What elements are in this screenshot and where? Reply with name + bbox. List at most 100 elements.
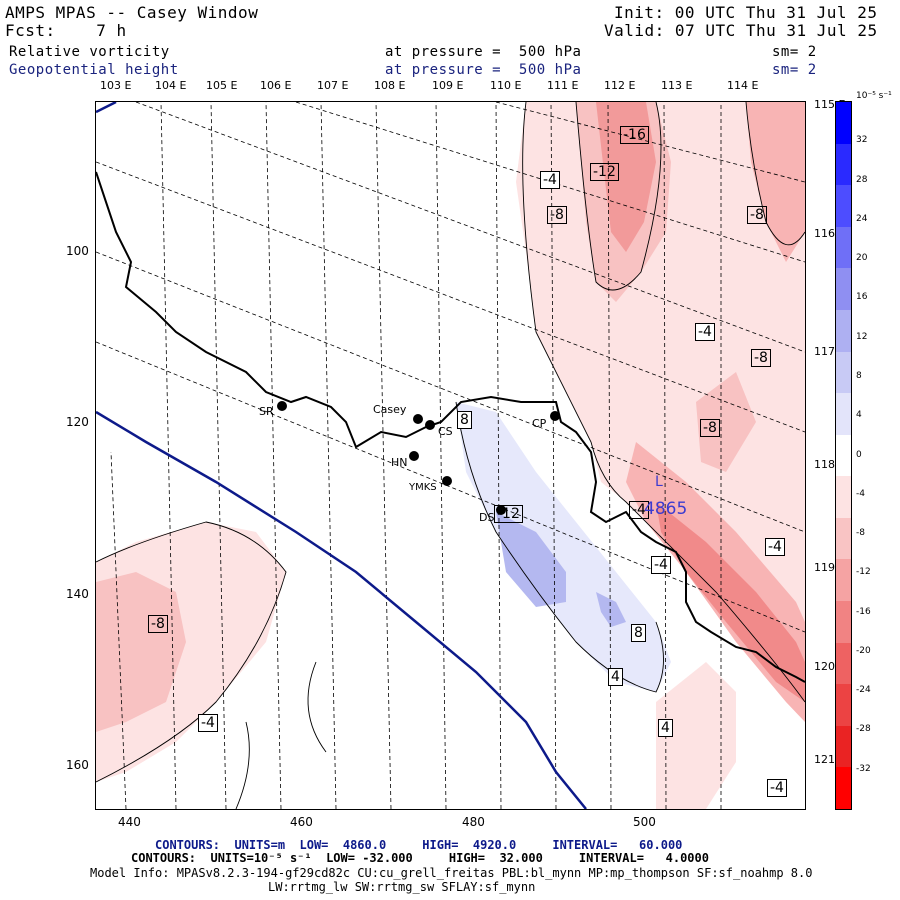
colorbar-tick-label: -24 [856, 685, 871, 696]
x-tick-label: 480 [462, 815, 485, 829]
contour-label: -12 [494, 505, 523, 523]
field1-name: Relative vorticity [9, 44, 170, 60]
app-title: AMPS MPAS -- Casey Window [5, 3, 259, 22]
station-label-ymks: YMKS [409, 482, 437, 493]
lon-label: 107 E [317, 79, 349, 92]
station-label-cs: CS [438, 425, 453, 438]
field1-level: at pressure = 500 hPa [385, 44, 582, 60]
field1-smoothing: sm= 2 [772, 44, 817, 60]
lon-label: 103 E [100, 79, 132, 92]
contour-label: 8 [457, 411, 472, 429]
contour-label: -4 [198, 714, 218, 732]
colorbar-tick-label: 12 [856, 331, 868, 342]
station-label-hn: HN [391, 456, 408, 469]
contour-label: -4 [540, 171, 560, 189]
colorbar-segment [836, 102, 851, 145]
lon-label: 111 E [547, 79, 579, 92]
colorbar-segment [836, 393, 851, 436]
x-tick-label: 440 [118, 815, 141, 829]
contour-label: -4 [695, 323, 715, 341]
negative-vorticity-shading [96, 102, 805, 809]
height-value-label: 4865 [644, 499, 688, 519]
colorbar-tick-label: 0 [856, 449, 862, 460]
station-dot-ymks [442, 476, 452, 486]
contour-label: 8 [631, 624, 646, 642]
colorbar-tick-label: -28 [856, 724, 871, 735]
station-label-cp: CP [532, 417, 547, 430]
colorbar-segment [836, 642, 851, 685]
contour-label: -4 [767, 779, 787, 797]
station-dot-casey [413, 414, 423, 424]
station-label-ds: DS [479, 511, 495, 524]
height-contour-4860 [96, 410, 587, 809]
colorbar [835, 101, 852, 810]
contour-label: -8 [747, 206, 767, 224]
lon-label: 114 E [727, 79, 759, 92]
vorticity-contour-info: CONTOURS: UNITS=10⁻⁵ s⁻¹ LOW= -32.000 HI… [131, 851, 709, 865]
colorbar-segment [836, 725, 851, 768]
colorbar-tick-label: -20 [856, 645, 871, 656]
lon-label: 106 E [260, 79, 292, 92]
colorbar-segment [836, 226, 851, 269]
station-dot-ds [496, 505, 506, 515]
lon-label: 105 E [206, 79, 238, 92]
contour-label: -4 [765, 538, 785, 556]
colorbar-segment [836, 351, 851, 394]
station-markers [277, 401, 560, 515]
colorbar-unit: 10⁻⁵ s⁻¹ [856, 91, 892, 101]
colorbar-tick-label: 24 [856, 213, 868, 224]
contour-label: -16 [620, 126, 649, 144]
colorbar-segment [836, 309, 851, 353]
colorbar-tick-label: 8 [856, 370, 862, 381]
colorbar-segment [836, 517, 851, 560]
contour-label: -8 [751, 349, 771, 367]
map-plot[interactable]: SR Casey CS HN YMKS CP DS -16 -12 -4 -8 … [95, 101, 806, 810]
station-dot-cp [550, 411, 560, 421]
colorbar-tick-label: 4 [856, 410, 862, 421]
colorbar-tick-label: 16 [856, 292, 868, 303]
positive-vorticity-shading [456, 402, 671, 692]
lon-label: 112 E [604, 79, 636, 92]
colorbar-tick-label: 28 [856, 174, 868, 185]
model-info-physics: LW:rrtmg_lw SW:rrtmg_sw SFLAY:sf_mynn [268, 880, 536, 894]
colorbar-segment [836, 767, 851, 810]
y-tick-label: 140 [66, 587, 89, 601]
contour-label: -12 [590, 163, 619, 181]
colorbar-tick-label: -4 [856, 488, 865, 499]
vorticity-contours [96, 102, 805, 809]
contour-label: -8 [700, 419, 720, 437]
x-tick-label: 460 [290, 815, 313, 829]
x-tick-label: 500 [633, 815, 656, 829]
contour-label: -8 [148, 615, 168, 633]
lon-label: 104 E [155, 79, 187, 92]
lon-label: 109 E [432, 79, 464, 92]
station-dot-sr [277, 401, 287, 411]
colorbar-tick-label: -12 [856, 567, 871, 578]
contour-label: -8 [547, 206, 567, 224]
lon-label: 108 E [374, 79, 406, 92]
lon-label: 113 E [661, 79, 693, 92]
y-tick-label: 120 [66, 415, 89, 429]
contour-label: 4 [658, 719, 673, 737]
height-contour-4920 [96, 102, 117, 114]
station-dot-hn [409, 451, 419, 461]
field2-smoothing: sm= 2 [772, 62, 817, 78]
colorbar-segment [836, 601, 851, 644]
lon-label: 110 E [490, 79, 522, 92]
coastline [96, 171, 805, 683]
colorbar-segment [836, 684, 851, 727]
colorbar-segment [836, 185, 851, 228]
forecast-hour: Fcst: 7 h [5, 21, 127, 40]
y-tick-label: 100 [66, 244, 89, 258]
colorbar-tick-label: 32 [856, 135, 868, 146]
map-canvas [96, 102, 805, 809]
station-label-sr: SR [259, 405, 274, 418]
y-tick-label: 160 [66, 758, 89, 772]
model-info: Model Info: MPASv8.2.3-194-gf29cd82c CU:… [90, 866, 813, 880]
valid-time: Valid: 07 UTC Thu 31 Jul 25 [604, 21, 878, 40]
init-time: Init: 00 UTC Thu 31 Jul 25 [614, 3, 878, 22]
colorbar-tick-label: -8 [856, 528, 865, 539]
colorbar-segment [836, 268, 851, 311]
height-contour-info: CONTOURS: UNITS=m LOW= 4860.0 HIGH= 4920… [155, 838, 683, 852]
low-marker: L [655, 474, 663, 490]
